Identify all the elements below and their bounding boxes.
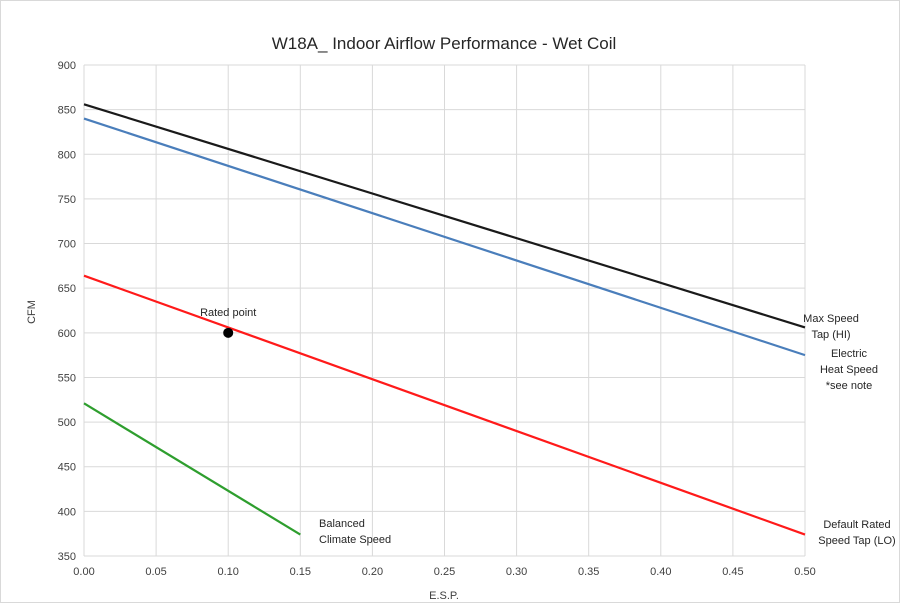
x-tick-label: 0.10 bbox=[217, 566, 238, 578]
series-line bbox=[83, 274, 806, 536]
y-tick-label: 500 bbox=[58, 417, 76, 429]
y-tick-label: 800 bbox=[58, 149, 76, 161]
y-tick-label: 700 bbox=[58, 239, 76, 251]
rated-point-label: Rated point bbox=[200, 307, 256, 319]
x-tick-label: 0.50 bbox=[794, 566, 815, 578]
rated-point-marker bbox=[223, 327, 234, 338]
series-label: Climate Speed bbox=[319, 534, 391, 546]
y-tick-label: 600 bbox=[58, 328, 76, 340]
series-label: Balanced bbox=[319, 518, 365, 530]
chart-title: W18A_ Indoor Airflow Performance - Wet C… bbox=[272, 34, 617, 53]
x-tick-label: 0.35 bbox=[578, 566, 599, 578]
x-tick-label: 0.45 bbox=[722, 566, 743, 578]
x-tick-label: 0.30 bbox=[506, 566, 527, 578]
grid bbox=[83, 64, 806, 557]
x-tick-label: 0.05 bbox=[145, 566, 166, 578]
series-label: *see note bbox=[826, 380, 872, 392]
series-label: Max Speed bbox=[803, 313, 859, 325]
y-tick-label: 750 bbox=[58, 194, 76, 206]
x-axis-title: E.S.P. bbox=[429, 590, 459, 602]
x-tick-label: 0.15 bbox=[290, 566, 311, 578]
x-tick-label: 0.25 bbox=[434, 566, 455, 578]
y-tick-label: 900 bbox=[58, 60, 76, 72]
series-line bbox=[83, 117, 806, 357]
y-tick-label: 550 bbox=[58, 372, 76, 384]
y-tick-label: 850 bbox=[58, 105, 76, 117]
y-tick-label: 650 bbox=[58, 283, 76, 295]
series-label: Speed Tap (LO) bbox=[818, 535, 895, 547]
x-tick-label: 0.00 bbox=[73, 566, 94, 578]
y-axis-title: CFM bbox=[26, 300, 38, 324]
series-label: Default Rated bbox=[823, 519, 890, 531]
series-label: Electric bbox=[831, 348, 868, 360]
series-label: Heat Speed bbox=[820, 364, 878, 376]
series-labels: Max Speed Tap (HI) Electric Heat Speed *see … bbox=[319, 313, 896, 547]
series-line bbox=[83, 103, 806, 329]
x-tick-label: 0.40 bbox=[650, 566, 671, 578]
y-tick-label: 350 bbox=[58, 551, 76, 563]
tick-labels: 0.00 0.05 0.10 0.15 0.20 0.25 0.30 0.35 0.40 0.45… bbox=[58, 60, 816, 578]
series-label: Tap (HI) bbox=[811, 329, 850, 341]
series-group bbox=[83, 103, 806, 536]
y-tick-label: 450 bbox=[58, 462, 76, 474]
annotation-group: Rated point bbox=[200, 307, 256, 338]
y-tick-label: 400 bbox=[58, 506, 76, 518]
x-tick-label: 0.20 bbox=[362, 566, 383, 578]
series-line bbox=[83, 402, 301, 536]
